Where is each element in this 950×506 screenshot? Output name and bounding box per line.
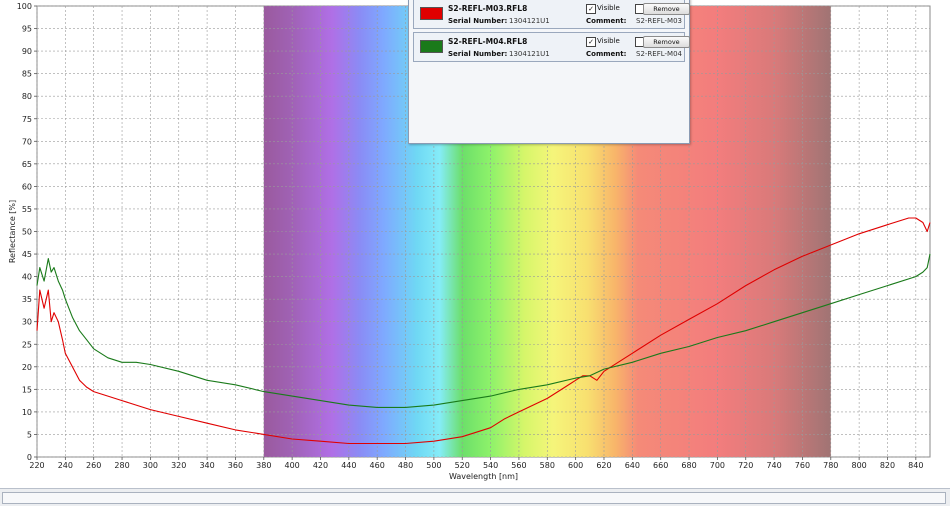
visible-checkbox[interactable]: ✓ — [586, 4, 596, 14]
y-tick-label: 55 — [22, 205, 32, 214]
x-tick-label: 540 — [483, 461, 498, 470]
legend-item-m04: S2-REFL-M04.RFL8 Serial Number: 1304121U… — [413, 32, 690, 62]
x-tick-label: 500 — [426, 461, 441, 470]
bottom-bar — [0, 488, 950, 506]
legend-item-m03: S2-REFL-M03.RFL8 Serial Number: 1304121U… — [413, 0, 690, 29]
x-tick-label: 700 — [710, 461, 725, 470]
y-tick-label: 65 — [22, 160, 32, 169]
x-tick-label: 360 — [228, 461, 243, 470]
x-tick-label: 760 — [795, 461, 810, 470]
x-tick-label: 800 — [851, 461, 866, 470]
x-tick-label: 400 — [285, 461, 300, 470]
x-tick-label: 780 — [823, 461, 838, 470]
x-tick-label: 240 — [58, 461, 73, 470]
y-tick-label: 95 — [22, 25, 32, 34]
y-tick-label: 70 — [22, 137, 32, 146]
x-tick-label: 740 — [766, 461, 781, 470]
visible-label: Visible — [597, 37, 620, 45]
series-file-name: S2-REFL-M04.RFL8 — [448, 37, 528, 46]
remove-button[interactable]: Remove — [643, 3, 690, 15]
y-tick-label: 20 — [22, 363, 32, 372]
y-tick-label: 90 — [22, 47, 32, 56]
x-tick-label: 280 — [114, 461, 129, 470]
remove-button[interactable]: Remove — [643, 36, 690, 48]
y-tick-label: 40 — [22, 273, 32, 282]
axis-ticks: 220 240 260 280 300 320 340 360 380 400 420 440 460 4… — [17, 2, 924, 470]
x-tick-label: 420 — [313, 461, 328, 470]
legend-panel: S2-REFL-M03.RFL8 Serial Number: 1304121U… — [408, 0, 690, 144]
y-tick-label: 0 — [27, 453, 32, 462]
y-tick-label: 100 — [17, 2, 32, 11]
x-tick-label: 680 — [681, 461, 696, 470]
visible-label: Visible — [597, 4, 620, 12]
x-tick-label: 220 — [29, 461, 44, 470]
series-line-m04 — [36, 253, 931, 408]
x-tick-label: 320 — [171, 461, 186, 470]
series-lines — [36, 217, 931, 445]
serial-number-label: Serial Number: — [448, 50, 508, 58]
x-tick-label: 620 — [596, 461, 611, 470]
x-tick-label: 380 — [256, 461, 271, 470]
series-file-name: S2-REFL-M03.RFL8 — [448, 4, 528, 13]
x-tick-label: 580 — [540, 461, 555, 470]
series-color-swatch[interactable] — [420, 7, 443, 20]
y-tick-label: 50 — [22, 228, 32, 237]
y-tick-label: 15 — [22, 385, 32, 394]
y-tick-label: 5 — [27, 430, 32, 439]
x-tick-label: 660 — [653, 461, 668, 470]
y-tick-label: 30 — [22, 318, 32, 327]
y-tick-label: 60 — [22, 182, 32, 191]
y-tick-label: 85 — [22, 70, 32, 79]
series-color-swatch[interactable] — [420, 40, 443, 53]
serial-number-label: Serial Number: — [448, 17, 508, 25]
serial-number-value: 1304121U1 — [509, 17, 550, 25]
horizontal-scrollbar[interactable] — [2, 492, 946, 504]
x-tick-label: 480 — [398, 461, 413, 470]
comment-value: S2-REFL-M04 — [636, 50, 682, 58]
x-tick-label: 260 — [86, 461, 101, 470]
x-tick-label: 440 — [341, 461, 356, 470]
x-tick-label: 600 — [568, 461, 583, 470]
serial-number-value: 1304121U1 — [509, 50, 550, 58]
y-tick-label: 75 — [22, 115, 32, 124]
x-tick-label: 520 — [455, 461, 470, 470]
x-tick-label: 560 — [511, 461, 526, 470]
x-tick-label: 720 — [738, 461, 753, 470]
y-tick-label: 25 — [22, 340, 32, 349]
visible-checkbox[interactable]: ✓ — [586, 37, 596, 47]
x-tick-label: 820 — [880, 461, 895, 470]
x-tick-label: 840 — [908, 461, 923, 470]
comment-label: Comment: — [586, 50, 627, 58]
y-tick-label: 80 — [22, 92, 32, 101]
y-tick-label: 35 — [22, 295, 32, 304]
x-tick-label: 340 — [199, 461, 214, 470]
y-axis-title: Reflectance [%] — [8, 200, 17, 263]
series-line-m03 — [36, 217, 931, 445]
y-tick-label: 45 — [22, 250, 32, 259]
x-tick-label: 300 — [143, 461, 158, 470]
comment-label: Comment: — [586, 17, 627, 25]
grid-lines — [36, 5, 930, 458]
x-tick-label: 640 — [625, 461, 640, 470]
x-axis-title: Wavelength [nm] — [449, 472, 518, 481]
comment-value: S2-REFL-M03 — [636, 17, 682, 25]
y-tick-label: 10 — [22, 408, 32, 417]
x-tick-label: 460 — [370, 461, 385, 470]
